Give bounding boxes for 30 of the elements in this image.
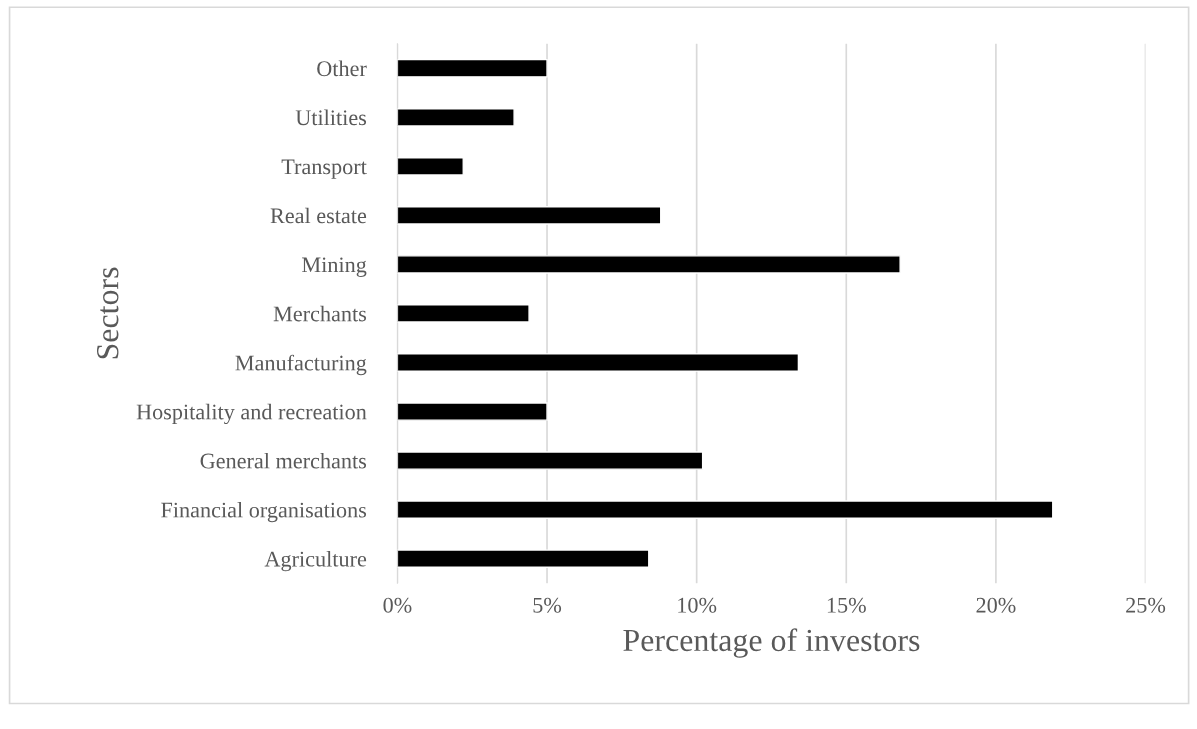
bar bbox=[397, 304, 530, 323]
y-tick-label: Financial organisations bbox=[161, 501, 367, 523]
bar bbox=[397, 206, 662, 225]
y-tick-label: Transport bbox=[281, 159, 367, 179]
y-tick-label: Hospitality and recreation bbox=[136, 403, 367, 425]
x-tick-label: 0% bbox=[383, 597, 412, 613]
bar bbox=[397, 451, 704, 470]
bar bbox=[397, 58, 548, 78]
bar bbox=[397, 500, 1054, 519]
y-tick-label: Real estate bbox=[270, 207, 367, 224]
bar bbox=[397, 108, 515, 127]
y-tick-label: Agriculture bbox=[264, 550, 367, 572]
x-tick-label: 25% bbox=[1126, 597, 1166, 613]
x-tick-label: 5% bbox=[533, 597, 562, 613]
bar bbox=[397, 402, 548, 421]
y-axis-title: Sectors bbox=[96, 267, 119, 359]
x-tick-label: 20% bbox=[976, 597, 1016, 613]
bar bbox=[397, 157, 464, 176]
bar bbox=[397, 353, 800, 372]
x-tick-label: 15% bbox=[827, 597, 866, 613]
y-tick-label: Merchants bbox=[273, 305, 367, 322]
bar bbox=[397, 255, 901, 274]
y-tick-label: Utilities bbox=[295, 109, 367, 126]
x-axis-title: Percentage of investors bbox=[623, 628, 920, 658]
y-tick-label: General merchants bbox=[200, 452, 367, 469]
y-tick-label: Other bbox=[317, 60, 367, 77]
y-tick-label: Manufacturing bbox=[235, 354, 367, 376]
x-tick-label: 10% bbox=[678, 597, 717, 613]
bar bbox=[397, 549, 650, 568]
y-tick-label: Mining bbox=[302, 257, 367, 277]
